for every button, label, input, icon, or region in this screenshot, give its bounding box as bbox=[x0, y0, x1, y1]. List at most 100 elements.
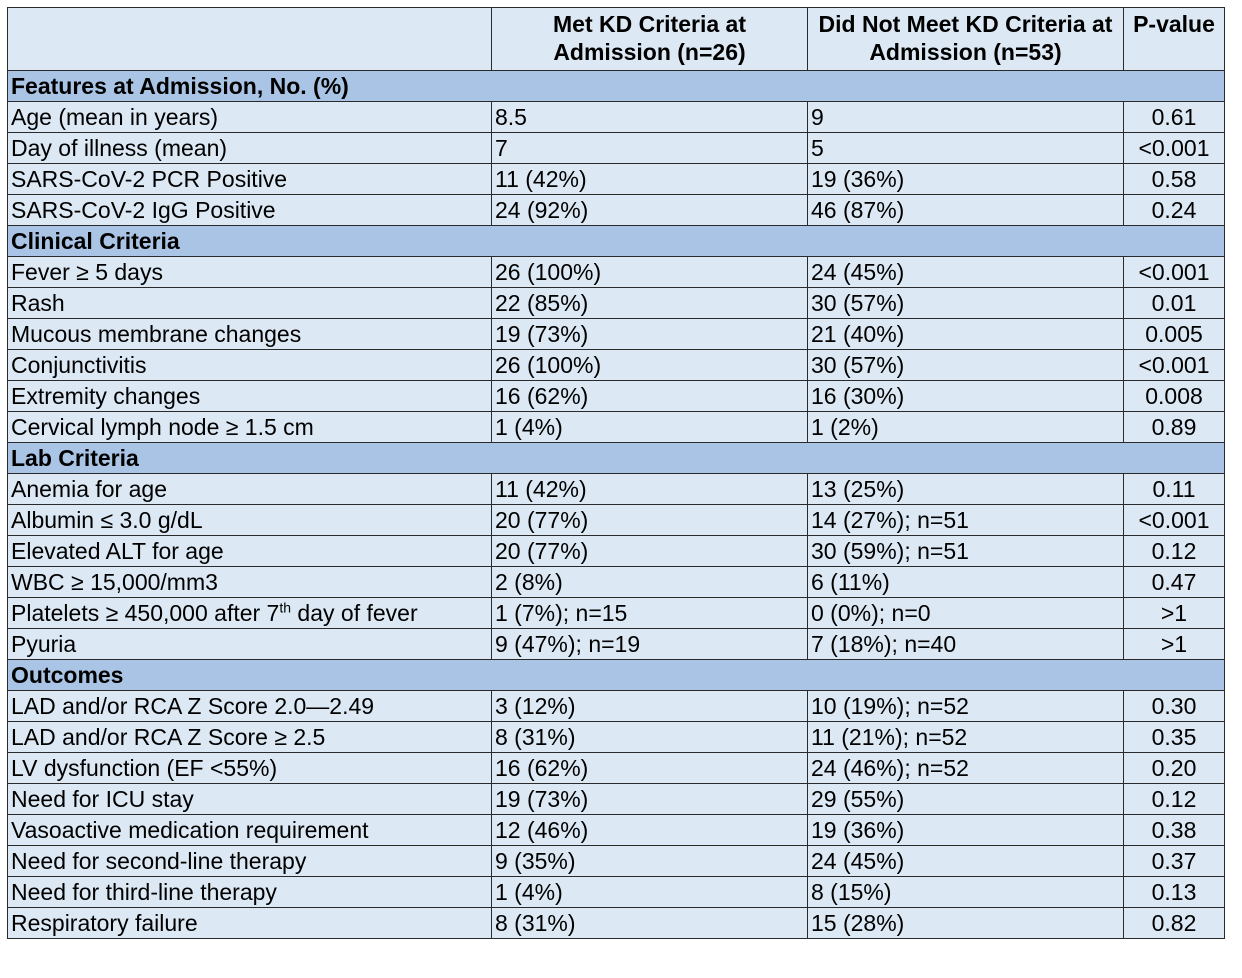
p-value: 0.13 bbox=[1123, 876, 1225, 908]
row-label-text: Need for second-line therapy bbox=[11, 848, 307, 874]
p-value: 0.82 bbox=[1123, 907, 1225, 939]
met-criteria-value: 8 (31%) bbox=[491, 907, 808, 939]
p-value: <0.001 bbox=[1123, 504, 1225, 536]
met-criteria-value: 19 (73%) bbox=[491, 783, 808, 815]
p-value: <0.001 bbox=[1123, 349, 1225, 381]
row-label: Elevated ALT for age bbox=[7, 535, 492, 567]
p-value: 0.61 bbox=[1123, 101, 1225, 133]
table-row: Albumin ≤ 3.0 g/dL 20 (77%) 14 (27%); n=51… bbox=[7, 504, 1225, 536]
row-label-text: Need for third-line therapy bbox=[11, 879, 277, 905]
table-row: Vasoactive medication requirement 12 (46%… bbox=[7, 814, 1225, 846]
met-criteria-value: 1 (7%); n=15 bbox=[491, 597, 808, 629]
p-value: 0.37 bbox=[1123, 845, 1225, 877]
not-met-criteria-value: 16 (30%) bbox=[807, 380, 1124, 412]
row-label-text: SARS-CoV-2 PCR Positive bbox=[11, 166, 288, 192]
header-p-value: P-value bbox=[1123, 7, 1225, 71]
p-value: <0.001 bbox=[1123, 256, 1225, 288]
section-title: Lab Criteria bbox=[7, 442, 1225, 474]
met-criteria-value: 3 (12%) bbox=[491, 690, 808, 722]
row-label-text: Conjunctivitis bbox=[11, 352, 147, 378]
row-label-text: Respiratory failure bbox=[11, 910, 198, 936]
table-row: LV dysfunction (EF <55%) 16 (62%) 24 (46%)… bbox=[7, 752, 1225, 784]
table-row: Need for second-line therapy 9 (35%) 24 (4… bbox=[7, 845, 1225, 877]
row-label-text: SARS-CoV-2 IgG Positive bbox=[11, 197, 276, 223]
table-row: Cervical lymph node ≥ 1.5 cm 1 (4%) 1 (2%)… bbox=[7, 411, 1225, 443]
row-label: Need for third-line therapy bbox=[7, 876, 492, 908]
met-criteria-value: 8.5 bbox=[491, 101, 808, 133]
row-label-superscript: th bbox=[279, 599, 292, 616]
met-criteria-value: 1 (4%) bbox=[491, 876, 808, 908]
header-not-met-criteria: Did Not Meet KD Criteria at Admission (n… bbox=[807, 7, 1124, 71]
header-met-criteria: Met KD Criteria at Admission (n=26) bbox=[491, 7, 808, 71]
met-criteria-value: 16 (62%) bbox=[491, 380, 808, 412]
not-met-criteria-value: 7 (18%); n=40 bbox=[807, 628, 1124, 660]
not-met-criteria-value: 11 (21%); n=52 bbox=[807, 721, 1124, 753]
row-label-text: Day of illness (mean) bbox=[11, 135, 228, 161]
row-label: Need for second-line therapy bbox=[7, 845, 492, 877]
not-met-criteria-value: 19 (36%) bbox=[807, 814, 1124, 846]
row-label: Conjunctivitis bbox=[7, 349, 492, 381]
row-label-text: Mucous membrane changes bbox=[11, 321, 302, 347]
met-criteria-value: 26 (100%) bbox=[491, 256, 808, 288]
p-value: 0.38 bbox=[1123, 814, 1225, 846]
row-label-text: Platelets ≥ 450,000 after 7 bbox=[11, 600, 280, 626]
not-met-criteria-value: 21 (40%) bbox=[807, 318, 1124, 350]
p-value: >1 bbox=[1123, 597, 1225, 629]
table-row: Extremity changes 16 (62%) 16 (30%) 0.008 bbox=[7, 380, 1225, 412]
row-label-text: Need for ICU stay bbox=[11, 786, 194, 812]
section-header-row: Clinical Criteria bbox=[7, 225, 1225, 257]
table-row: LAD and/or RCA Z Score 2.0—2.49 3 (12%) 10… bbox=[7, 690, 1225, 722]
row-label: Day of illness (mean) bbox=[7, 132, 492, 164]
row-label: Rash bbox=[7, 287, 492, 319]
row-label: Platelets ≥ 450,000 after 7th day of fev… bbox=[7, 597, 492, 629]
table-row: Mucous membrane changes 19 (73%) 21 (40%) 0… bbox=[7, 318, 1225, 350]
p-value: 0.24 bbox=[1123, 194, 1225, 226]
table-row: LAD and/or RCA Z Score ≥ 2.5 8 (31%) 11 (2… bbox=[7, 721, 1225, 753]
row-label-text: Cervical lymph node ≥ 1.5 cm bbox=[11, 414, 314, 440]
p-value: 0.008 bbox=[1123, 380, 1225, 412]
not-met-criteria-value: 6 (11%) bbox=[807, 566, 1124, 598]
p-value: 0.30 bbox=[1123, 690, 1225, 722]
table-row: Conjunctivitis 26 (100%) 30 (57%) <0.001 bbox=[7, 349, 1225, 381]
row-label: Albumin ≤ 3.0 g/dL bbox=[7, 504, 492, 536]
p-value: 0.47 bbox=[1123, 566, 1225, 598]
header-row: Met KD Criteria at Admission (n=26) Did … bbox=[7, 7, 1225, 71]
row-label-text: Vasoactive medication requirement bbox=[11, 817, 369, 843]
p-value: 0.35 bbox=[1123, 721, 1225, 753]
header-label-column bbox=[7, 7, 492, 71]
not-met-criteria-value: 30 (57%) bbox=[807, 349, 1124, 381]
not-met-criteria-value: 19 (36%) bbox=[807, 163, 1124, 195]
row-label: Vasoactive medication requirement bbox=[7, 814, 492, 846]
row-label-text: Rash bbox=[11, 290, 65, 316]
met-criteria-value: 7 bbox=[491, 132, 808, 164]
not-met-criteria-value: 5 bbox=[807, 132, 1124, 164]
table-container: Met KD Criteria at Admission (n=26) Did … bbox=[7, 7, 1225, 939]
row-label: Mucous membrane changes bbox=[7, 318, 492, 350]
row-label-text: LAD and/or RCA Z Score 2.0—2.49 bbox=[11, 693, 375, 719]
not-met-criteria-value: 14 (27%); n=51 bbox=[807, 504, 1124, 536]
row-label: Fever ≥ 5 days bbox=[7, 256, 492, 288]
not-met-criteria-value: 24 (45%) bbox=[807, 256, 1124, 288]
not-met-criteria-value: 1 (2%) bbox=[807, 411, 1124, 443]
not-met-criteria-value: 46 (87%) bbox=[807, 194, 1124, 226]
row-label-text: Extremity changes bbox=[11, 383, 201, 409]
row-label: LAD and/or RCA Z Score ≥ 2.5 bbox=[7, 721, 492, 753]
row-label: Anemia for age bbox=[7, 473, 492, 505]
table-body: Features at Admission, No. (%) Age (mean … bbox=[7, 70, 1225, 939]
p-value: <0.001 bbox=[1123, 132, 1225, 164]
met-criteria-value: 19 (73%) bbox=[491, 318, 808, 350]
met-criteria-value: 8 (31%) bbox=[491, 721, 808, 753]
row-label-text: Elevated ALT for age bbox=[11, 538, 224, 564]
met-criteria-value: 16 (62%) bbox=[491, 752, 808, 784]
section-title: Outcomes bbox=[7, 659, 1225, 691]
table-row: Respiratory failure 8 (31%) 15 (28%) 0.82 bbox=[7, 907, 1225, 939]
not-met-criteria-value: 30 (57%) bbox=[807, 287, 1124, 319]
row-label-text: LV dysfunction (EF <55%) bbox=[11, 755, 278, 781]
row-label-text: WBC ≥ 15,000/mm3 bbox=[11, 569, 218, 595]
row-label: Need for ICU stay bbox=[7, 783, 492, 815]
table-row: Elevated ALT for age 20 (77%) 30 (59%); n=… bbox=[7, 535, 1225, 567]
table-row: Fever ≥ 5 days 26 (100%) 24 (45%) <0.001 bbox=[7, 256, 1225, 288]
kd-criteria-table: Met KD Criteria at Admission (n=26) Did … bbox=[7, 7, 1225, 939]
not-met-criteria-value: 10 (19%); n=52 bbox=[807, 690, 1124, 722]
table-row: Rash 22 (85%) 30 (57%) 0.01 bbox=[7, 287, 1225, 319]
